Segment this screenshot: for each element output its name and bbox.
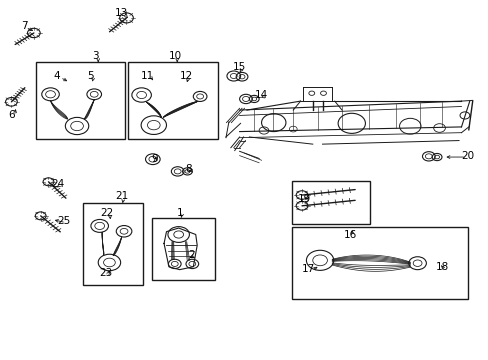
Text: 8: 8 [185, 164, 191, 174]
Text: 7: 7 [21, 21, 27, 31]
Text: 13: 13 [115, 8, 128, 18]
Text: 4: 4 [53, 71, 60, 81]
Text: 6: 6 [8, 111, 15, 121]
Text: 16: 16 [344, 230, 357, 239]
Text: 24: 24 [52, 179, 65, 189]
Text: 20: 20 [460, 150, 473, 161]
Text: 5: 5 [87, 71, 94, 81]
Text: 14: 14 [254, 90, 267, 100]
Text: 17: 17 [302, 264, 315, 274]
Text: 11: 11 [140, 71, 153, 81]
Text: 23: 23 [99, 267, 112, 278]
Text: 1: 1 [177, 208, 183, 218]
Text: 25: 25 [58, 216, 71, 226]
Text: 3: 3 [92, 51, 99, 61]
Text: 19: 19 [297, 194, 310, 204]
Bar [292, 227, 467, 299]
Text: 15: 15 [232, 62, 246, 72]
Bar [36, 62, 125, 139]
Text: 9: 9 [151, 154, 158, 164]
Bar [82, 203, 143, 285]
Text: 10: 10 [168, 51, 182, 61]
Text: 18: 18 [434, 262, 447, 272]
Bar [152, 218, 215, 280]
Text: 12: 12 [179, 71, 192, 81]
Bar [128, 62, 217, 139]
Text: 2: 2 [188, 249, 195, 260]
Text: 21: 21 [115, 191, 128, 201]
Text: 22: 22 [100, 208, 113, 218]
Bar [292, 181, 369, 224]
